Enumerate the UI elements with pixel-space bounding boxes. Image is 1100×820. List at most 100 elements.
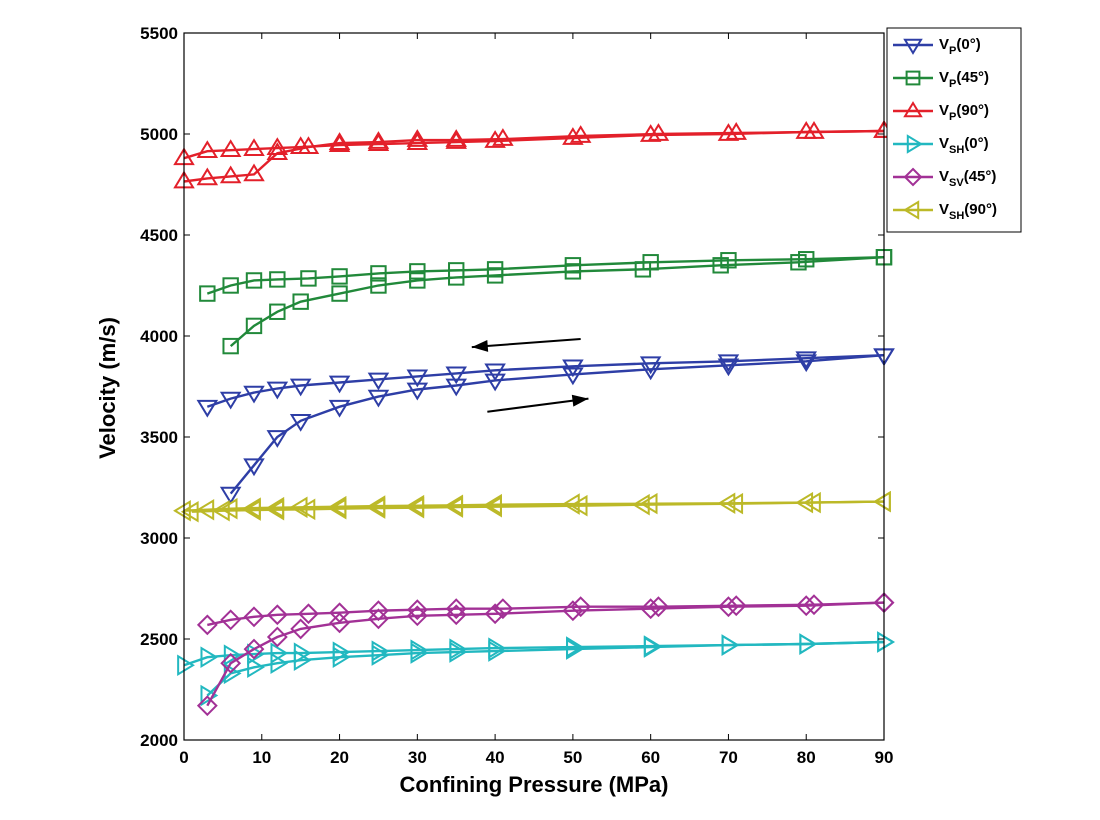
data-point-triangle-up [406, 129, 429, 147]
data-point-triangle-down [639, 362, 662, 381]
data-point-square [634, 261, 652, 278]
data-point-diamond [196, 695, 218, 717]
data-point-triangle-up [219, 139, 242, 158]
data-point-triangle-left [266, 498, 285, 521]
data-point-triangle-up [243, 163, 265, 182]
data-point-triangle-right [906, 134, 923, 154]
x-tick-label: 10 [252, 748, 271, 767]
data-point-diamond [368, 608, 389, 630]
data-point-triangle-down [219, 391, 242, 410]
x-tick-label: 40 [486, 748, 505, 767]
data-point-diamond [484, 603, 506, 625]
series-1 [196, 348, 895, 505]
data-point-triangle-right [449, 641, 468, 663]
data-point-diamond [795, 595, 817, 617]
arrow-head-unloading [471, 339, 489, 352]
x-tick-label: 60 [641, 748, 660, 767]
data-point-diamond [266, 626, 288, 648]
series-line-unloading [191, 500, 885, 513]
data-point-triangle-up [903, 101, 923, 118]
data-point-triangle-right [799, 633, 818, 655]
data-point-triangle-up [196, 167, 219, 186]
data-point-triangle-left [445, 496, 464, 518]
arrow-shaft-unloading [471, 338, 581, 349]
data-point-triangle-up [367, 131, 390, 149]
data-point-triangle-down [445, 366, 467, 385]
data-point-diamond [406, 599, 428, 621]
data-point-square [199, 285, 216, 302]
data-point-square [905, 70, 921, 86]
data-point-triangle-down [266, 381, 289, 400]
data-point-square [269, 271, 286, 288]
arrow-head-loading [571, 394, 589, 407]
data-point-triangle-down [266, 430, 289, 448]
data-point-triangle-left [873, 490, 891, 513]
data-point-triangle-up [803, 121, 825, 139]
data-point-square [790, 254, 807, 271]
data-point-triangle-left [367, 497, 386, 519]
y-tick-label: 5000 [140, 125, 178, 144]
data-point-diamond [725, 595, 747, 617]
data-point-triangle-right [721, 634, 740, 656]
legend-label: VSV(45°) [939, 168, 996, 189]
data-point-triangle-right [177, 654, 195, 677]
data-point-triangle-down [717, 354, 740, 373]
data-point-triangle-down [289, 413, 312, 432]
series-6 [173, 490, 891, 523]
data-point-diamond [220, 652, 242, 674]
data-point-diamond [220, 609, 242, 631]
data-point-triangle-up [266, 142, 289, 161]
data-point-triangle-right [247, 643, 265, 665]
data-point-square [300, 270, 317, 287]
data-point-triangle-down [903, 38, 923, 55]
data-point-diamond [329, 612, 350, 634]
data-point-triangle-left [211, 499, 230, 522]
data-point-triangle-down [406, 369, 429, 388]
data-point-triangle-left [803, 491, 821, 514]
data-point-diamond [648, 596, 669, 618]
data-point-square [564, 263, 582, 280]
x-tick-label: 70 [719, 748, 738, 767]
y-tick-label: 2500 [140, 630, 178, 649]
data-point-square [370, 265, 387, 282]
legend: VP(0°) VP(45°) VP(90°) VSH(0°) VSV(45°) VSH(9… [886, 27, 1022, 233]
legend-entry: VSH(0°) [893, 134, 989, 156]
data-point-triangle-left [484, 495, 502, 518]
data-point-triangle-right [270, 652, 289, 675]
data-point-triangle-down [406, 382, 429, 401]
data-point-diamond [196, 614, 218, 636]
data-point-triangle-up [569, 125, 592, 143]
data-point-diamond [445, 604, 467, 626]
data-point-triangle-up [647, 123, 670, 141]
x-tick-label: 90 [875, 748, 894, 767]
x-tick-label: 20 [330, 748, 349, 767]
data-point-triangle-down [328, 399, 351, 418]
y-tick-label: 4500 [140, 226, 178, 245]
series-3 [173, 120, 895, 189]
data-point-triangle-left [180, 500, 199, 523]
y-axis-title: Velocity (m/s) [95, 317, 120, 459]
data-point-diamond [640, 598, 662, 620]
legend-entry: VSH(90°) [893, 200, 997, 222]
x-tick-label: 50 [563, 748, 582, 767]
legend-label: VP(45°) [939, 69, 989, 90]
data-point-triangle-up [196, 140, 219, 159]
data-point-square [245, 272, 263, 289]
legend-label: VP(90°) [939, 102, 989, 123]
legend-entry: VP(90°) [893, 101, 989, 123]
data-point-square [222, 277, 239, 294]
data-point-diamond [243, 606, 265, 628]
data-point-triangle-right [371, 644, 390, 666]
data-point-triangle-up [445, 129, 467, 147]
data-point-triangle-down [717, 358, 740, 377]
arrow-shaft-loading [487, 397, 589, 413]
y-tick-label: 3500 [140, 428, 178, 447]
data-point-triangle-down [289, 378, 312, 397]
data-point-square [370, 277, 387, 294]
data-point-diamond [562, 600, 584, 622]
data-point-triangle-down [562, 367, 584, 386]
y-tick-label: 3000 [140, 529, 178, 548]
data-point-triangle-right [410, 642, 429, 664]
data-point-triangle-left [561, 493, 580, 515]
data-point-triangle-right [566, 638, 584, 660]
